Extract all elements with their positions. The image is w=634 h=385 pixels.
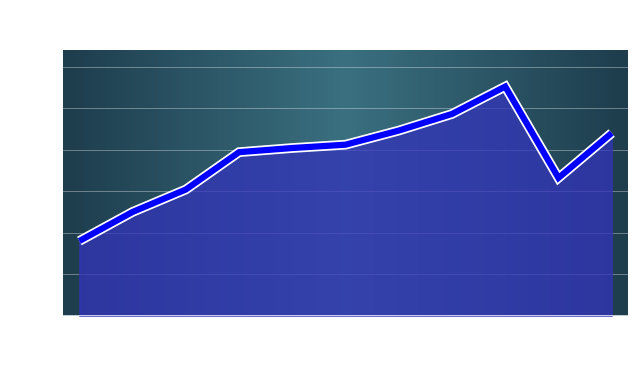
Text: HOW NHS DENTIST NUMBERS HAVE CHANGED OVER TIME: HOW NHS DENTIST NUMBERS HAVE CHANGED OVE… (6, 15, 612, 35)
Text: Source: NHS: Source: NHS (557, 35, 622, 45)
